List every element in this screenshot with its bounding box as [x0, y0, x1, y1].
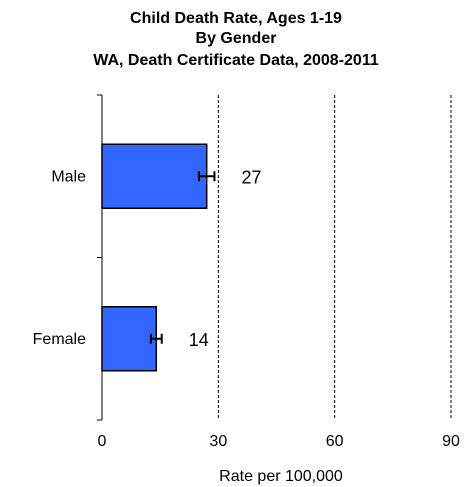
chart-title: Child Death Rate, Ages 1-19 By Gender WA… [93, 10, 379, 69]
x-tick-label-0: 0 [98, 433, 107, 450]
x-tick-label-90: 90 [442, 433, 460, 450]
bar-female [101, 306, 158, 372]
x-axis-label: Rate per 100,000 [219, 468, 343, 485]
plot-area: 0 30 60 90 Male 27 Female 14 [33, 94, 460, 450]
chart-title-line-3: WA, Death Certificate Data, 2008-2011 [93, 52, 379, 69]
value-label-female: 14 [189, 330, 209, 350]
chart-title-line-2: By Gender [196, 30, 277, 47]
bar-male [101, 143, 208, 209]
category-label-male: Male [51, 168, 86, 185]
category-label-female: Female [33, 331, 86, 348]
chart-title-line-1: Child Death Rate, Ages 1-19 [130, 10, 342, 27]
value-label-male: 27 [241, 167, 261, 187]
x-tick-label-30: 30 [209, 433, 227, 450]
x-tick-label-60: 60 [326, 433, 344, 450]
